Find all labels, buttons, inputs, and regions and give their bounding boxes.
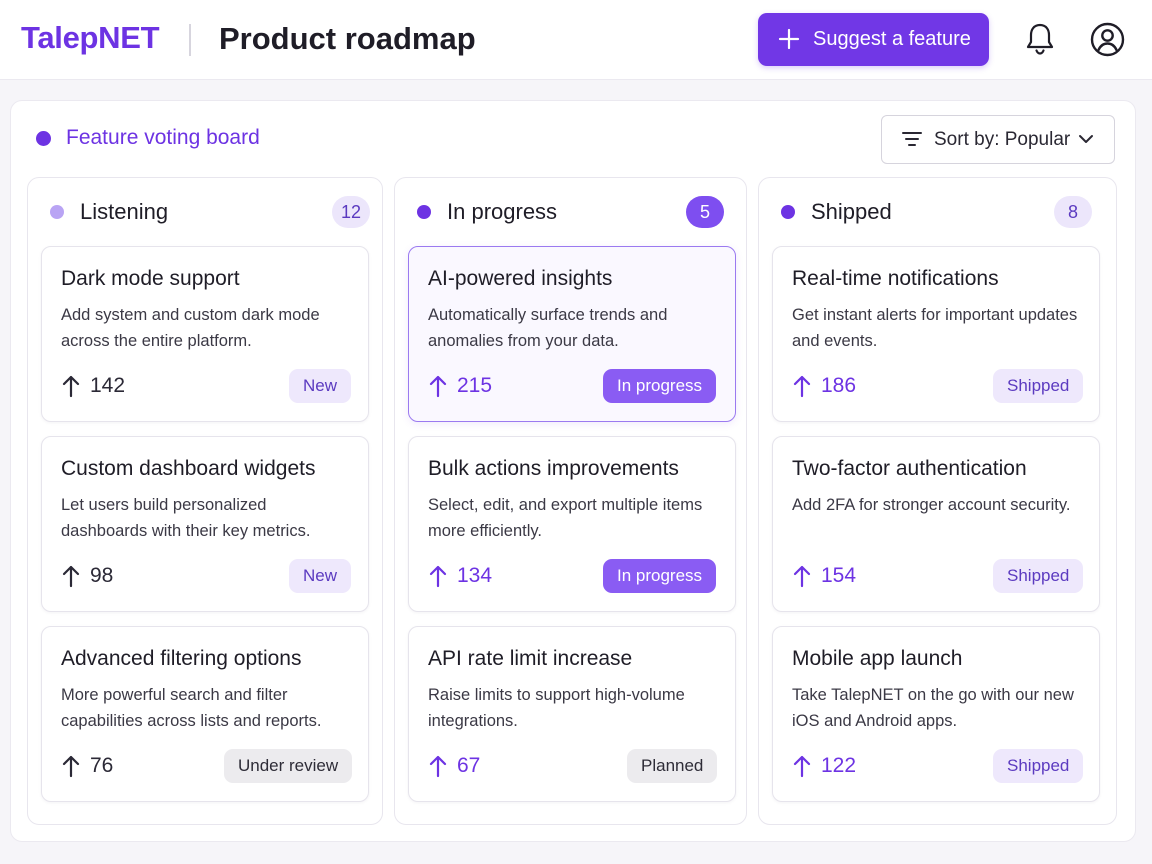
card-title: AI-powered insights bbox=[428, 267, 613, 290]
sort-label: Sort by: Popular bbox=[934, 129, 1071, 150]
card-title: Two-factor authentication bbox=[792, 457, 1027, 480]
card-title: API rate limit increase bbox=[428, 647, 633, 670]
feature-card[interactable]: Mobile app launch Take TalepNET on the g… bbox=[772, 626, 1100, 802]
brand-logo[interactable]: TalepNET bbox=[21, 20, 160, 55]
column-count-badge: 8 bbox=[1054, 196, 1092, 228]
header-divider bbox=[189, 24, 191, 56]
card-description: Let users build personalized dashboards … bbox=[61, 496, 311, 540]
arrow-up-icon[interactable] bbox=[61, 374, 81, 398]
arrow-up-icon[interactable] bbox=[792, 374, 812, 398]
vote-count: 76 bbox=[90, 754, 114, 777]
user-icon[interactable] bbox=[1090, 22, 1125, 57]
column-count-badge: 12 bbox=[332, 196, 371, 228]
column-title: Listening bbox=[80, 199, 169, 224]
arrow-up-icon[interactable] bbox=[428, 374, 448, 398]
feature-card[interactable]: Dark mode support Add system and custom … bbox=[41, 246, 369, 422]
card-title: Custom dashboard widgets bbox=[61, 457, 316, 480]
column-dot bbox=[50, 205, 64, 219]
card-title: Dark mode support bbox=[61, 267, 240, 290]
arrow-up-icon[interactable] bbox=[428, 564, 448, 588]
card-title: Advanced filtering options bbox=[61, 647, 302, 670]
card-description: More powerful search and filter capabili… bbox=[61, 686, 322, 730]
card-description: Select, edit, and export multiple items … bbox=[428, 496, 703, 540]
feature-card[interactable]: Advanced filtering options More powerful… bbox=[41, 626, 369, 802]
vote-count: 215 bbox=[457, 374, 493, 397]
vote-count: 122 bbox=[821, 754, 857, 777]
arrow-up-icon[interactable] bbox=[792, 754, 812, 778]
feature-card[interactable]: Custom dashboard widgets Let users build… bbox=[41, 436, 369, 612]
arrow-up-icon[interactable] bbox=[792, 564, 812, 588]
filter-icon bbox=[902, 132, 922, 146]
card-title: Mobile app launch bbox=[792, 647, 963, 670]
plus-icon bbox=[778, 28, 800, 50]
sort-dropdown[interactable]: Sort by: Popular bbox=[881, 115, 1115, 164]
status-badge: Shipped bbox=[993, 369, 1084, 403]
card-description: Raise limits to support high-volume inte… bbox=[428, 686, 685, 730]
status-badge: Shipped bbox=[993, 559, 1084, 593]
column-in-progress: In progress 5 AI-powered insights Automa… bbox=[394, 177, 747, 825]
board-title: Feature voting board bbox=[66, 126, 260, 149]
card-description: Take TalepNET on the go with our new iOS… bbox=[792, 686, 1074, 730]
feature-card[interactable]: Bulk actions improvements Select, edit, … bbox=[408, 436, 736, 612]
column-dot bbox=[417, 205, 431, 219]
board-dot bbox=[36, 131, 51, 146]
status-badge: In progress bbox=[603, 369, 717, 403]
vote-count: 154 bbox=[821, 564, 857, 587]
arrow-up-icon[interactable] bbox=[428, 754, 448, 778]
status-badge: Planned bbox=[627, 749, 718, 783]
feature-voting-board: Feature voting board Sort by: Popular Li… bbox=[10, 100, 1136, 842]
column-title: In progress bbox=[447, 199, 558, 224]
card-description: Add system and custom dark mode across t… bbox=[61, 306, 320, 350]
suggest-feature-button[interactable]: Suggest a feature bbox=[758, 13, 989, 66]
column-listening: Listening 12 Dark mode support Add syste… bbox=[27, 177, 383, 825]
column-count-badge: 5 bbox=[686, 196, 724, 228]
vote-count: 186 bbox=[821, 374, 857, 397]
feature-card[interactable]: Real-time notifications Get instant aler… bbox=[772, 246, 1100, 422]
card-title: Bulk actions improvements bbox=[428, 457, 679, 480]
status-badge: Shipped bbox=[993, 749, 1084, 783]
top-header: TalepNET Product roadmap Suggest a featu… bbox=[0, 0, 1152, 80]
arrow-up-icon[interactable] bbox=[61, 754, 81, 778]
feature-card[interactable]: AI-powered insights Automatically surfac… bbox=[408, 246, 736, 422]
arrow-up-icon[interactable] bbox=[61, 564, 81, 588]
feature-card[interactable]: API rate limit increase Raise limits to … bbox=[408, 626, 736, 802]
status-badge: Under review bbox=[224, 749, 353, 783]
bell-icon[interactable] bbox=[1024, 21, 1056, 57]
column-dot bbox=[781, 205, 795, 219]
vote-count: 67 bbox=[457, 754, 481, 777]
card-description: Get instant alerts for important updates… bbox=[792, 306, 1078, 350]
vote-count: 134 bbox=[457, 564, 493, 587]
suggest-feature-label: Suggest a feature bbox=[813, 28, 971, 50]
vote-count: 142 bbox=[90, 374, 126, 397]
page-title: Product roadmap bbox=[219, 21, 476, 56]
card-title: Real-time notifications bbox=[792, 267, 999, 290]
status-badge: New bbox=[289, 369, 352, 403]
card-description: Automatically surface trends and anomali… bbox=[428, 306, 668, 350]
column-title: Shipped bbox=[811, 199, 892, 224]
column-shipped: Shipped 8 Real-time notifications Get in… bbox=[758, 177, 1117, 825]
vote-count: 98 bbox=[90, 564, 114, 587]
card-description: Add 2FA for stronger account security. bbox=[792, 496, 1071, 514]
feature-card[interactable]: Two-factor authentication Add 2FA for st… bbox=[772, 436, 1100, 612]
status-badge: In progress bbox=[603, 559, 717, 593]
chevron-down-icon bbox=[1079, 135, 1093, 143]
status-badge: New bbox=[289, 559, 352, 593]
